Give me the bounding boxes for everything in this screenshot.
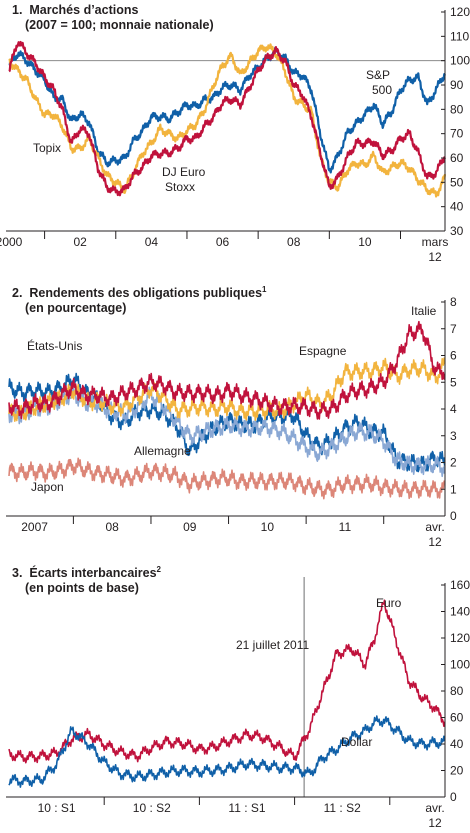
- x-tick-label-04: 04: [145, 235, 159, 249]
- x-tick-label-10-s2: 10 : S2: [133, 801, 171, 815]
- y-tick-label-60: 60: [450, 151, 464, 165]
- label-sp-line1: S&P: [366, 68, 390, 82]
- label-espagne: Espagne: [299, 344, 347, 358]
- series-line-euro: [8, 599, 446, 764]
- x-tick-label-end-12: 12: [428, 535, 442, 549]
- y-tick-label-5: 5: [450, 375, 457, 389]
- panel-3-subtitle: (en points de base): [25, 581, 139, 595]
- x-tick-label-08: 08: [287, 235, 301, 249]
- panel-2-subtitle: (en pourcentage): [25, 301, 126, 315]
- y-tick-label-60: 60: [450, 711, 464, 725]
- panel-1-title: 1. Marchés d’actions: [12, 3, 138, 17]
- x-tick-label-02: 02: [74, 235, 88, 249]
- x-tick-label-10: 10: [358, 235, 372, 249]
- panel-3-title: 3. Écarts interbancaires2: [12, 565, 162, 580]
- y-tick-label-2: 2: [450, 456, 457, 470]
- series-line-italie: [8, 320, 446, 420]
- x-tick-label-end-mars: mars: [422, 235, 449, 249]
- panel-stock-markets: 1. Marchés d’actions (2007 = 100; monnai…: [0, 3, 470, 264]
- label-japon: Japon: [31, 480, 64, 494]
- series-line-allemagne: [8, 385, 446, 478]
- y-tick-label-80: 80: [450, 684, 464, 698]
- series-line-japon: [8, 457, 446, 500]
- panel-2-title: 2. Rendements des obligations publiques1: [12, 285, 267, 300]
- series-line-s-p-500: [8, 46, 446, 174]
- x-tick-label-09: 09: [183, 520, 197, 534]
- panel-bond-yields: 2. Rendements des obligations publiques1…: [6, 285, 457, 549]
- x-tick-label-11-s2: 11 : S2: [324, 801, 361, 815]
- x-tick-label-11: 11: [339, 520, 352, 534]
- y-tick-label-40: 40: [450, 737, 464, 751]
- y-tick-label-70: 70: [450, 127, 464, 141]
- y-tick-label-20: 20: [450, 764, 464, 778]
- label-21-juillet-2011: 21 juillet 2011: [236, 638, 309, 652]
- y-tick-label-4: 4: [450, 402, 457, 416]
- y-tick-label-1: 1: [450, 482, 457, 496]
- label-italie: Italie: [411, 304, 437, 318]
- x-tick-label-2007: 2007: [21, 520, 48, 534]
- label-djeurostoxx-line1: DJ Euro: [162, 165, 206, 179]
- y-tick-label-110: 110: [450, 29, 469, 43]
- panel-2-series: [8, 320, 446, 500]
- series-line-dj-euro-stoxx: [8, 40, 447, 197]
- panel-3-axes: 0 20 40 60 80 100 120 140 160 10 : S1 10 : S2 11 : …: [6, 578, 470, 830]
- y-tick-label-40: 40: [450, 200, 464, 214]
- y-tick-label-6: 6: [450, 349, 457, 363]
- x-tick-label-10-s1: 10 : S1: [38, 801, 76, 815]
- y-tick-label-160: 160: [450, 578, 470, 592]
- series-line-topix: [8, 43, 447, 198]
- y-tick-label-90: 90: [450, 78, 464, 92]
- y-tick-label-8: 8: [450, 295, 457, 309]
- label-etats-unis: États-Unis: [27, 338, 82, 353]
- label-dollar: Dollar: [341, 735, 372, 749]
- y-tick-label-50: 50: [450, 175, 464, 189]
- series-line-dollar: [8, 715, 446, 788]
- y-tick-label-120: 120: [450, 5, 470, 19]
- label-allemagne: Allemagne: [134, 444, 191, 458]
- label-sp-line2: 500: [372, 83, 392, 97]
- x-tick-label-end-12: 12: [428, 250, 442, 264]
- y-tick-label-7: 7: [450, 322, 457, 336]
- x-tick-label-08: 08: [106, 520, 120, 534]
- panel-3-series: [8, 599, 446, 788]
- panel-1-series: [8, 40, 447, 198]
- x-tick-label-11-s1: 11 : S1: [228, 801, 265, 815]
- y-tick-label-0: 0: [450, 790, 457, 804]
- y-tick-label-0: 0: [450, 509, 457, 523]
- x-tick-label-end-avr: avr.: [425, 520, 444, 534]
- y-tick-label-120: 120: [450, 631, 470, 645]
- y-tick-label-100: 100: [450, 658, 470, 672]
- y-tick-label-140: 140: [450, 605, 470, 619]
- panel-1-subtitle: (2007 = 100; monnaie nationale): [25, 18, 214, 32]
- y-tick-label-80: 80: [450, 102, 464, 116]
- series-line-espagne: [8, 357, 446, 422]
- y-tick-label-3: 3: [450, 429, 457, 443]
- label-euro: Euro: [376, 596, 402, 610]
- label-djeurostoxx-line2: Stoxx: [165, 180, 195, 194]
- y-tick-label-30: 30: [450, 224, 464, 238]
- y-tick-label-100: 100: [450, 54, 470, 68]
- x-tick-label-06: 06: [216, 235, 230, 249]
- x-tick-label-end-12: 12: [428, 816, 442, 830]
- panel-interbank-spreads: 3. Écarts interbancaires2 (en points de …: [6, 565, 470, 830]
- x-tick-label-10: 10: [261, 520, 275, 534]
- x-tick-label-end-avr: avr.: [425, 801, 444, 815]
- label-topix: Topix: [33, 141, 61, 155]
